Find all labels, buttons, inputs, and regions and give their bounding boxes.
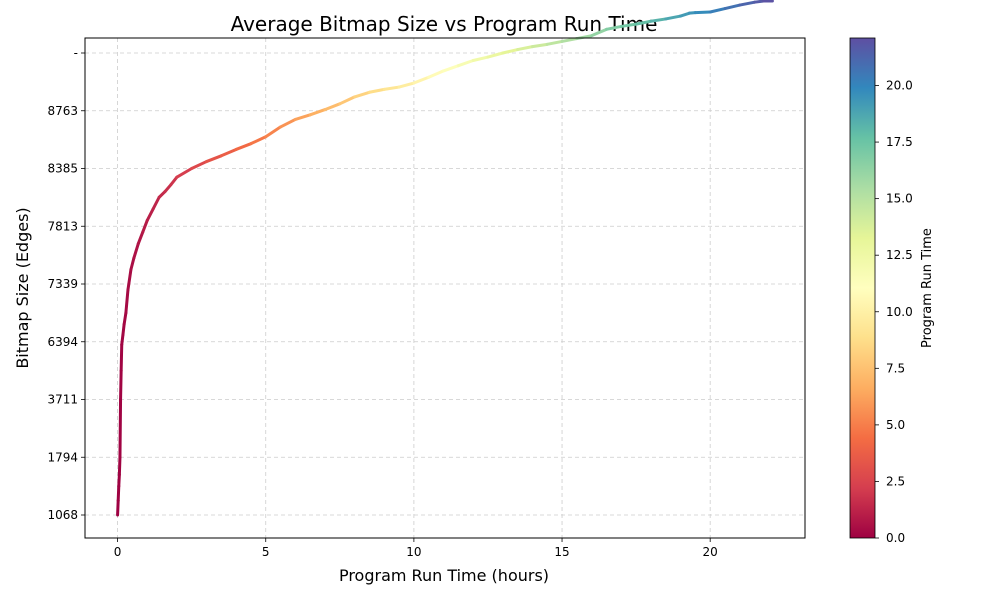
- colorbar-tick-label: 7.5: [886, 361, 905, 375]
- line-segment: [116, 484, 121, 503]
- line-segment: [323, 102, 342, 112]
- y-tick-label: 8385: [47, 162, 78, 176]
- line-segment: [279, 117, 297, 129]
- y-tick-label: 1068: [47, 508, 78, 522]
- colorbar-label: Program Run Time: [920, 228, 935, 348]
- x-tick-label: 10: [406, 545, 421, 559]
- line-segment: [119, 343, 124, 373]
- line-segment: [136, 230, 145, 246]
- x-tick-label: 0: [114, 545, 122, 559]
- line-segment: [738, 0, 757, 7]
- line-segment: [145, 207, 155, 222]
- line-segment: [116, 499, 120, 517]
- line-segment: [122, 311, 128, 326]
- x-tick-label: 5: [262, 545, 270, 559]
- line-segment: [308, 108, 327, 117]
- x-tick-label: 15: [554, 545, 569, 559]
- line-segment: [120, 333, 125, 347]
- line-segment: [679, 11, 691, 18]
- line-segment: [486, 51, 505, 59]
- line-segment: [560, 37, 579, 43]
- line-segment: [119, 369, 123, 401]
- line-segment: [442, 64, 460, 73]
- line-segment: [649, 17, 668, 23]
- line-segment: [121, 322, 126, 337]
- line-segment: [501, 48, 520, 55]
- y-axis-label: Bitmap Size (Edges): [13, 207, 32, 368]
- x-axis-ticks: 0 5 10 15 20: [114, 538, 718, 559]
- line-segment: [141, 218, 149, 234]
- y-tick-label: 8763: [47, 104, 78, 118]
- y-tick-label: 1794: [47, 450, 78, 464]
- line-segment: [664, 14, 683, 21]
- y-tick-label: 6394: [47, 335, 78, 349]
- line-segment: [117, 473, 121, 488]
- colorbar-tick-label: 17.5: [886, 135, 913, 149]
- colorbar: [849, 37, 876, 539]
- colorbar-tick-label: 0.0: [886, 531, 905, 545]
- line-segment: [427, 69, 446, 79]
- line-segment: [163, 183, 173, 194]
- line-segment: [118, 398, 123, 459]
- plot-frame: [84, 37, 806, 539]
- x-tick-label: 20: [703, 545, 718, 559]
- line-segment: [204, 154, 223, 164]
- x-axis-label: Program Run Time (hours): [339, 566, 549, 585]
- line-segment: [619, 22, 638, 28]
- line-segment: [219, 147, 238, 158]
- line-segment: [353, 90, 371, 99]
- colorbar-tick-label: 20.0: [886, 79, 913, 93]
- chart-title: Average Bitmap Size vs Program Run Time: [231, 12, 658, 36]
- line-segment: [169, 175, 179, 187]
- line-segment: [471, 55, 490, 63]
- colorbar-tick-label: 15.0: [886, 192, 913, 206]
- line-segment: [367, 87, 386, 94]
- line-segment: [124, 288, 130, 315]
- data-line: [116, 0, 774, 517]
- line-segment: [693, 10, 712, 15]
- line-segment: [456, 59, 475, 68]
- y-tick-label: 7813: [47, 219, 78, 233]
- line-segment: [397, 81, 416, 89]
- line-segment: [175, 167, 194, 179]
- line-segment: [264, 125, 283, 139]
- y-tick-label: 3711: [47, 393, 78, 407]
- line-segment: [234, 142, 253, 151]
- colorbar-tick-label: 2.5: [886, 474, 905, 488]
- y-tick-label: -: [74, 46, 78, 60]
- y-tick-label: 7339: [47, 277, 78, 291]
- line-segment: [151, 195, 161, 211]
- line-segment: [126, 268, 133, 292]
- line-segment: [590, 27, 608, 38]
- line-segment: [412, 75, 431, 85]
- line-segment: [249, 135, 268, 146]
- line-segment: [190, 160, 208, 170]
- colorbar-tick-label: 5.0: [886, 418, 905, 432]
- line-segment: [530, 42, 549, 49]
- line-segment: [117, 455, 122, 477]
- colorbar-tick-label: 10.0: [886, 305, 913, 319]
- line-segment: [132, 242, 140, 260]
- colorbar-ticks: 0.0 2.5 5.0 7.5 10.0 12.5 15.0 17.5 20.0: [875, 79, 913, 545]
- line-segment: [129, 256, 136, 272]
- colorbar-tick-label: 12.5: [886, 248, 913, 262]
- line-segment: [382, 85, 401, 91]
- line-segment: [634, 19, 653, 26]
- line-segment: [604, 24, 623, 31]
- line-segment: [708, 7, 727, 14]
- line-segment: [516, 45, 534, 52]
- line-segment: [545, 39, 564, 46]
- grid-lines: [85, 38, 805, 538]
- y-axis-ticks: 1068 1794 3711 6394 7339 7813 8385 8763 -: [47, 46, 85, 522]
- line-segment: [338, 95, 357, 106]
- line-segment: [293, 113, 312, 121]
- line-segment: [723, 3, 742, 11]
